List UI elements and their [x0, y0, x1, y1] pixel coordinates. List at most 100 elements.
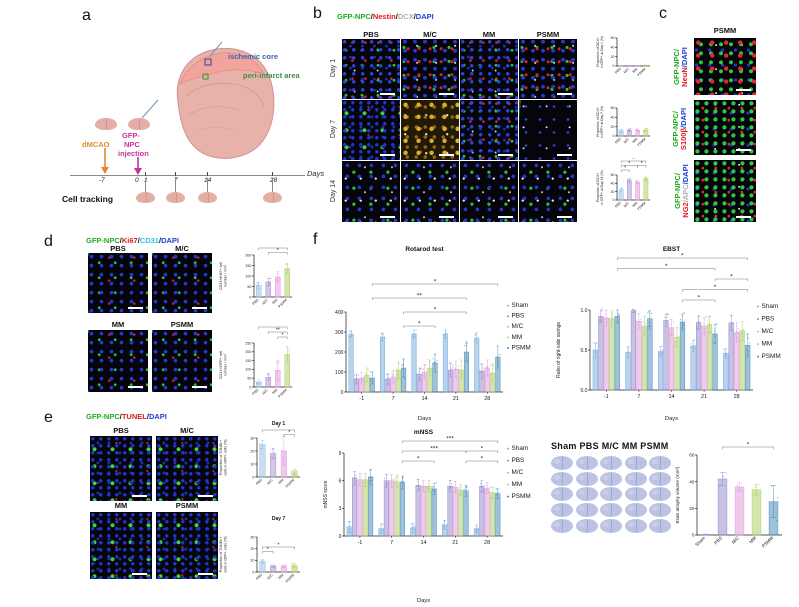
svg-text:*: *: [481, 456, 484, 463]
chart-dcx-day1: 0 20 40 60 Proportion of DCX+ in GFP+ at Day …: [596, 36, 650, 77]
stain-neun: NeuN: [679, 67, 689, 87]
svg-text:0: 0: [692, 533, 695, 538]
panel-b-col-pbs: PBS: [363, 30, 379, 39]
timeline-tick-28: 28: [270, 177, 278, 184]
svg-text:mNSS: mNSS: [414, 429, 434, 436]
panel-b-row-day14: Day 14: [329, 179, 337, 203]
micrograph: [519, 161, 577, 222]
panel-label-d: d: [44, 233, 53, 250]
brain-slice: [600, 471, 622, 486]
svg-text:PSMM: PSMM: [512, 344, 531, 351]
svg-text:*: *: [747, 442, 750, 449]
svg-text:*: *: [434, 279, 437, 286]
svg-text:PBS: PBS: [512, 313, 525, 320]
separator: /: [119, 236, 122, 245]
svg-text:40: 40: [689, 479, 695, 484]
brain-icon: [95, 118, 117, 130]
tick-mark: [207, 172, 208, 176]
micrograph: [152, 330, 212, 392]
timeline-axis: [70, 175, 305, 176]
svg-text:MM: MM: [278, 478, 285, 485]
micrograph: [694, 160, 756, 222]
svg-text:**: **: [276, 328, 280, 334]
svg-text:30: 30: [250, 535, 254, 539]
panel-e-col-pbs: PBS: [113, 426, 129, 435]
svg-text:Days: Days: [665, 416, 678, 422]
micrograph: [519, 100, 577, 160]
ischemic-core-label: ischemic core: [228, 52, 279, 61]
svg-text:50: 50: [247, 376, 251, 380]
svg-text:20: 20: [611, 190, 615, 194]
micrograph: [694, 100, 756, 155]
chart-tunel-day7: 0 10 20 30 Day 7 Proportion of TUNEL+ cells in…: [219, 516, 300, 584]
chart-ebst: 0.0 0.5 1.0 EBST Ratio of right-side swings D…: [556, 246, 781, 422]
svg-text:10: 10: [250, 559, 254, 563]
svg-text:3: 3: [339, 506, 342, 512]
svg-text:Sham: Sham: [694, 535, 706, 547]
panel-c-col-psmm: PSMM: [713, 26, 737, 35]
svg-text:Brain atrophy volume (mm³): Brain atrophy volume (mm³): [675, 466, 680, 523]
scale-bar: [380, 93, 395, 95]
svg-text:14: 14: [420, 540, 426, 546]
svg-text:*: *: [681, 253, 684, 260]
scale-bar: [198, 495, 213, 497]
svg-text:Proportion of DCX+: Proportion of DCX+: [596, 107, 600, 137]
svg-text:300: 300: [335, 330, 344, 336]
scale-bar: [439, 154, 454, 156]
scale-bar: [557, 93, 572, 95]
scale-bar: [736, 89, 751, 91]
svg-text:PBS: PBS: [762, 316, 775, 323]
stain-ki67: Ki67: [121, 236, 138, 245]
svg-text:MM: MM: [512, 481, 523, 488]
panel-b-row-day7: Day 7: [329, 119, 337, 139]
panel-b-col-mc: M/C: [423, 30, 437, 39]
brain-slice: [551, 503, 573, 518]
svg-text:100: 100: [245, 274, 251, 278]
svg-text:M/C: M/C: [266, 573, 274, 581]
svg-text:*: *: [277, 248, 279, 254]
svg-text:*: *: [277, 426, 279, 432]
svg-text:*: *: [730, 274, 733, 281]
svg-text:150: 150: [245, 264, 251, 268]
stain-gfp-npc: GFP-NPC: [86, 412, 120, 421]
brain-slice: [649, 503, 671, 518]
chart-mnss: 0 3 6 9 mNSS mNSS score Days -1 7 14 21 28 Sham PBS M/…: [323, 429, 531, 604]
panel-label-c: c: [659, 5, 667, 22]
svg-text:0: 0: [249, 295, 251, 299]
svg-text:MM: MM: [632, 201, 639, 208]
svg-text:M/C: M/C: [731, 535, 741, 545]
tick-mark: [272, 172, 273, 176]
chart-rotarod: 0 100 200 300 400 Rotarod test Days -1 7 14 21 28 Sh…: [335, 246, 531, 422]
svg-text:M/C: M/C: [512, 323, 524, 330]
chart-cd31-gfp: 0 50 100 150 200 250 CD31+/GFP+ cell number / m…: [219, 326, 292, 399]
svg-text:MM: MM: [762, 341, 773, 348]
brain-slice-grid: [551, 456, 674, 534]
svg-text:400: 400: [335, 310, 344, 316]
scale-bar: [736, 216, 751, 218]
scale-bar: [498, 93, 513, 95]
micrograph: [401, 39, 459, 99]
svg-text:40: 40: [611, 116, 615, 120]
scale-bar: [198, 573, 213, 575]
svg-text:*: *: [628, 161, 630, 167]
svg-text:EBST: EBST: [663, 246, 680, 253]
svg-text:*: *: [277, 543, 279, 549]
svg-text:MM: MM: [748, 535, 757, 544]
scale-bar: [380, 154, 395, 156]
stain-gfp-npc: GFP-NPC: [86, 236, 120, 245]
micrograph: [342, 39, 400, 99]
svg-text:**: **: [417, 293, 423, 300]
brain-slice: [551, 487, 573, 502]
svg-text:30: 30: [250, 436, 254, 440]
chart-tunel-day1: 0 10 20 30 Day 1 Proportion of TUNEL+ cells in…: [219, 421, 300, 489]
svg-text:200: 200: [335, 350, 344, 356]
svg-text:*: *: [288, 430, 290, 436]
svg-text:100: 100: [245, 368, 251, 372]
svg-text:14: 14: [421, 396, 427, 402]
svg-text:**: **: [632, 158, 636, 163]
svg-text:PSMM: PSMM: [637, 201, 647, 211]
timeline-tick-0: 0: [135, 177, 139, 184]
brain-slice: [575, 487, 598, 502]
brain-slice-header: Sham PBS M/C MM PSMM: [551, 441, 669, 451]
